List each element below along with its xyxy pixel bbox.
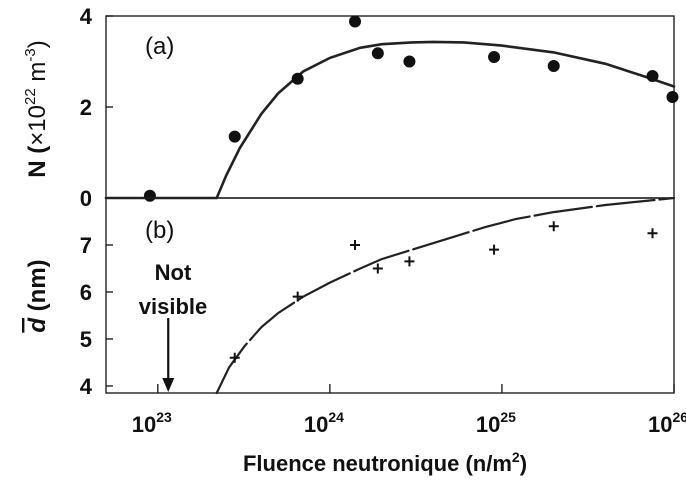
panel-a-point (646, 70, 659, 83)
ylabel-b-symbol: d (24, 317, 51, 333)
panel-b-yticks: 4 5 6 7 (80, 233, 113, 399)
panel-b-ytick-label-1: 5 (80, 327, 92, 352)
panel-b-point (647, 228, 658, 239)
x-tick-label-0: 1023 (132, 409, 172, 437)
panel-b: (b) 4 5 6 7 1023 1024 1025 1026 Not visible d … (24, 196, 686, 476)
panel-b-fit-curve (215, 196, 676, 395)
xlabel-exp: 2 (512, 449, 520, 465)
panel-b-points (229, 221, 658, 363)
ylabel-a-times: × (24, 132, 51, 146)
panel-b-ytick-label-3: 7 (80, 233, 92, 258)
xlabel-text: Fluence neutronique (n/m (243, 451, 512, 476)
panel-a-label: (a) (145, 33, 174, 60)
x-tick-label-3: 1026 (648, 409, 686, 437)
ylabel-a-unit: m (24, 62, 51, 89)
panel-a-fit-curve-group (104, 40, 676, 200)
x-tick-label-2: 1025 (476, 409, 516, 437)
panel-a-ytick-label-1: 2 (80, 95, 92, 120)
panel-b-point (489, 244, 500, 255)
annotation-arrow-head (162, 378, 175, 392)
panel-a-point (666, 90, 679, 103)
panel-b-ytick-label-0: 4 (80, 374, 93, 399)
panel-a-ytick-label-0: 0 (80, 186, 92, 211)
panel-a-point (143, 189, 156, 202)
ylabel-b-unit: (nm) (24, 259, 51, 318)
panel-a-point (291, 72, 304, 85)
panel-b-fit-curve-group (215, 196, 676, 395)
panel-a-y-axis-label: N (×1022 m-3) (22, 40, 51, 177)
panel-a-point (403, 55, 416, 68)
annotation-not: Not (155, 260, 192, 285)
xlabel-suffix: ) (520, 451, 527, 476)
panel-a-point (371, 47, 384, 60)
ylabel-a-base: 10 (24, 105, 51, 132)
panel-b-frame (105, 197, 675, 394)
ylabel-a-suffix: ) (24, 40, 51, 48)
annotation-visible: visible (139, 294, 207, 319)
panel-a-fit-curve (104, 40, 676, 200)
panel-b-point (229, 352, 240, 363)
panel-a-point (547, 60, 560, 73)
ylabel-a-unit-exp: -3 (22, 48, 39, 61)
panel-b-point (372, 263, 383, 274)
panel-a-point (349, 15, 362, 28)
panel-a-points (143, 15, 679, 202)
panel-a-point (488, 50, 501, 63)
panel-b-label: (b) (145, 217, 174, 244)
panel-a-yticks: 0 2 4 (80, 4, 113, 211)
panel-a-point (228, 130, 241, 143)
panel-b-y-axis-label: d (nm) (24, 259, 51, 332)
ylabel-a-prefix: N ( (24, 146, 51, 178)
x-axis-label: Fluence neutronique (n/m2) (243, 449, 527, 476)
panel-b-point (548, 221, 559, 232)
annotation-arrow (162, 318, 175, 392)
panel-a-ytick-label-2: 4 (80, 4, 93, 29)
panel-b-point (350, 239, 361, 250)
panel-a: (a) 0 2 4 N (×1022 m-3) (22, 4, 679, 211)
ylabel-a-exp: 22 (22, 88, 39, 105)
x-tick-label-1: 1024 (304, 409, 344, 437)
panel-b-xticks: 1023 1024 1025 1026 (132, 384, 686, 437)
panel-b-point (404, 256, 415, 267)
panel-b-ytick-label-2: 6 (80, 280, 92, 305)
panel-b-point (292, 291, 303, 302)
